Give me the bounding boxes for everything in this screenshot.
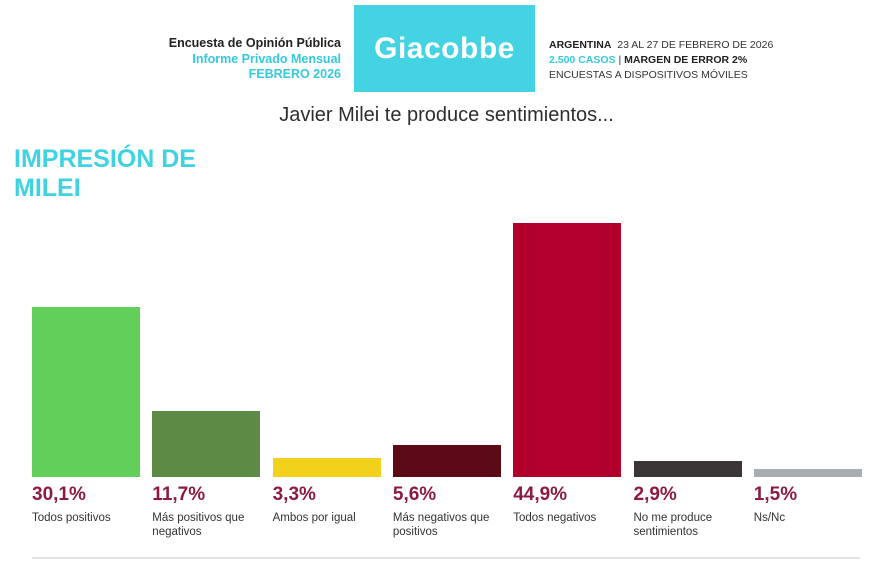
cases: 2.500 CASOS xyxy=(549,54,616,66)
bar xyxy=(272,458,381,477)
bar xyxy=(513,223,622,477)
method: ENCUESTAS A DISPOSITIVOS MÓVILES xyxy=(549,69,748,81)
logo: Giacobbe xyxy=(354,5,535,92)
place: ARGENTINA xyxy=(549,39,612,51)
section-title: IMPRESIÓN DE MILEI xyxy=(14,145,196,202)
value-label: 3,3% xyxy=(272,484,316,505)
bar xyxy=(633,460,742,477)
category-label: Todos positivos xyxy=(32,512,111,524)
dates: 23 AL 27 DE FEBRERO DE 2026 xyxy=(617,39,774,51)
report-line: Encuesta de Opinión Pública xyxy=(168,36,341,50)
bar xyxy=(152,410,261,477)
margin: MARGEN DE ERROR 2% xyxy=(624,54,748,66)
report-line: Informe Privado Mensual xyxy=(192,51,341,66)
category-label: Todos negativos xyxy=(513,512,597,524)
bar xyxy=(753,468,862,477)
chart-title: Javier Milei te produce sentimientos... xyxy=(279,104,614,126)
value-label: 11,7% xyxy=(152,484,206,505)
report-line: FEBRERO 2026 xyxy=(248,67,341,81)
bar xyxy=(392,445,501,477)
category-label: Ns/Nc xyxy=(753,512,786,524)
separator: | xyxy=(618,54,622,66)
category-label: No me produce sentimientos xyxy=(633,512,713,538)
category-label: Más negativos que positivos xyxy=(392,512,490,538)
divider xyxy=(32,557,860,559)
report-info: Encuesta de Opinión Pública Informe Priv… xyxy=(100,36,341,83)
category-label: Ambos por igual xyxy=(272,512,356,524)
survey-info: ARGENTINA 23 AL 27 DE FEBRERO DE 2026 2.… xyxy=(549,38,773,83)
value-label: 44,9% xyxy=(513,484,568,505)
value-label: 1,5% xyxy=(753,484,798,505)
value-label: 30,1% xyxy=(32,484,86,505)
value-label: 2,9% xyxy=(633,484,677,505)
bar xyxy=(32,306,140,477)
value-label: 5,6% xyxy=(392,484,437,505)
category-label: Más positivos que negativos xyxy=(152,512,245,538)
